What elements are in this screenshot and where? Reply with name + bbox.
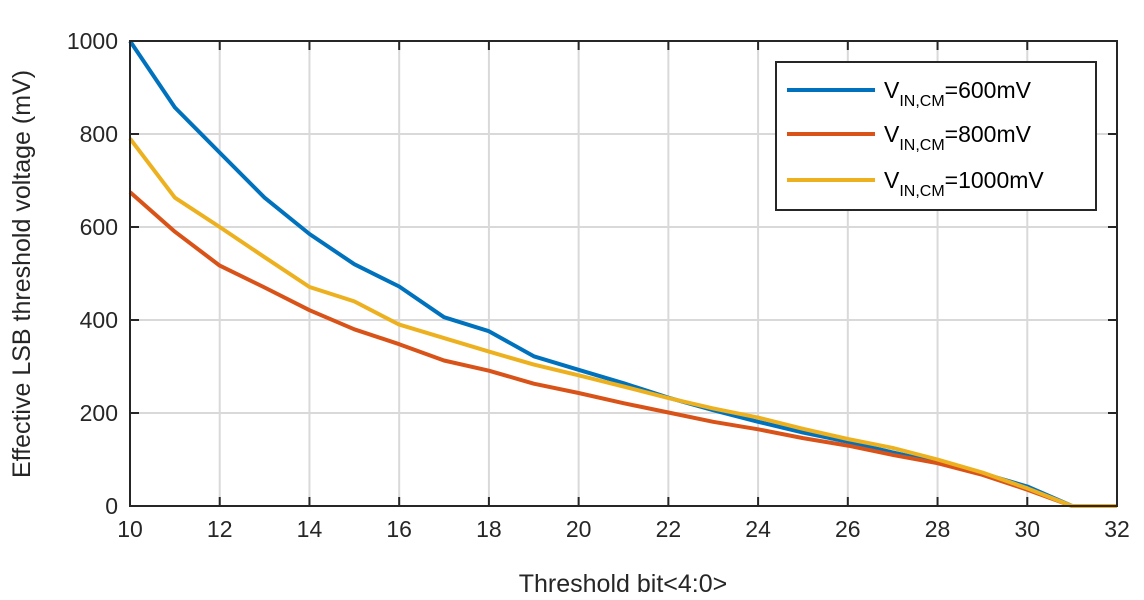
legend-label-value: =600mV xyxy=(945,77,1032,103)
y-tick-label: 1000 xyxy=(67,28,118,54)
x-axis-label: Threshold bit<4:0> xyxy=(519,570,727,598)
legend-label-value: =800mV xyxy=(945,121,1032,147)
legend-label-1: VIN,CM=600mV xyxy=(884,77,1032,110)
ticks xyxy=(129,40,1118,507)
x-tick-label: 32 xyxy=(1104,516,1130,542)
legend-label-subscript: IN,CM xyxy=(899,93,944,110)
y-tick-label: 0 xyxy=(105,493,118,519)
x-tick-label: 16 xyxy=(386,516,412,542)
series-layer xyxy=(128,39,1117,508)
series-line-2 xyxy=(128,190,1117,508)
x-tick-label: 20 xyxy=(566,516,592,542)
legend-label-value: =1000mV xyxy=(945,167,1045,193)
x-tick-label: 26 xyxy=(835,516,861,542)
legend-label-main: V xyxy=(884,77,900,103)
plot-frame xyxy=(129,40,1118,507)
x-tick-label: 22 xyxy=(656,516,682,542)
legend-label-subscript: IN,CM xyxy=(899,137,944,154)
x-tick-label: 14 xyxy=(297,516,323,542)
tick-labels: 10 12 14 16 18 20 22 24 26 28 30 32 0 200 400 600 800 100… xyxy=(67,28,1130,542)
y-tick-label: 400 xyxy=(80,307,118,333)
y-tick-label: 800 xyxy=(80,121,118,147)
legend-label-3: VIN,CM=1000mV xyxy=(884,167,1044,200)
y-axis-label: Effective LSB threshold voltage (mV) xyxy=(8,70,36,478)
legend-label-2: VIN,CM=800mV xyxy=(884,121,1032,154)
legend-label-main: V xyxy=(884,121,900,147)
legend-label-main: V xyxy=(884,167,900,193)
x-tick-label: 10 xyxy=(117,516,143,542)
legend-label-subscript: IN,CM xyxy=(899,183,944,200)
series-line-3 xyxy=(128,137,1117,508)
x-tick-label: 30 xyxy=(1014,516,1040,542)
x-tick-label: 18 xyxy=(476,516,502,542)
y-tick-label: 200 xyxy=(80,400,118,426)
x-tick-label: 24 xyxy=(745,516,771,542)
x-tick-label: 12 xyxy=(207,516,233,542)
x-tick-label: 28 xyxy=(925,516,951,542)
y-tick-label: 600 xyxy=(80,214,118,240)
